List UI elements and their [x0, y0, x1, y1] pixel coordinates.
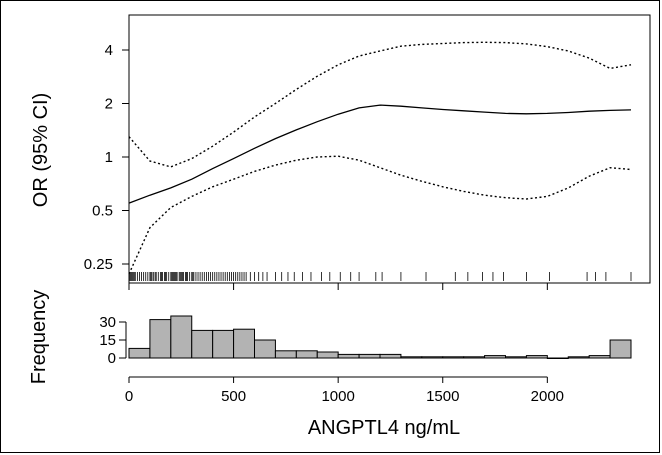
or-spline-panel: 0.25 0.5 1 2 4 OR (95% CI): [30, 14, 651, 284]
histogram-bar: [191, 329, 214, 359]
upper-y-tick-label: 2: [105, 96, 113, 113]
histogram-bar: [546, 357, 569, 359]
x-axis-title: ANGPTL4 ng/mL: [308, 417, 460, 439]
histogram-bar: [588, 355, 611, 359]
upper-ci-line: [128, 41, 632, 168]
histogram-bar: [254, 339, 276, 359]
histogram-bar: [128, 347, 151, 359]
upper-y-tick-label: 1: [105, 149, 113, 166]
x-tick-label: 1500: [426, 388, 459, 405]
histogram-bar: [274, 350, 297, 359]
upper-y-axis-title: OR (95% CI): [30, 93, 52, 207]
histogram-bar: [609, 339, 632, 359]
histogram-bar: [421, 356, 444, 359]
histogram-bar: [442, 356, 465, 359]
rug-ticks: [129, 272, 632, 281]
upper-y-axis: 0.25 0.5 1 2 4: [84, 42, 129, 273]
lower-y-tick-label: 0: [108, 350, 116, 367]
x-tick-label: 1000: [321, 388, 354, 405]
histogram-bar: [233, 328, 255, 359]
upper-y-tick-label: 0.25: [84, 256, 113, 273]
histogram-bar: [567, 356, 590, 359]
histogram-bar: [525, 355, 548, 359]
lower-y-tick-label: 30: [99, 314, 116, 331]
histogram-bar: [149, 319, 172, 359]
histogram-bar: [212, 329, 235, 359]
upper-y-tick-label: 0.5: [92, 203, 113, 220]
histogram-bar: [400, 356, 423, 359]
histogram-bar: [316, 351, 339, 359]
histogram-bar: [484, 355, 507, 359]
x-tick-label: 0: [125, 388, 133, 405]
upper-y-tick-label: 4: [105, 42, 113, 59]
histogram-bar: [170, 315, 193, 359]
x-tick-label: 500: [221, 388, 246, 405]
histogram-bar: [463, 356, 486, 359]
lower-ci-line: [128, 155, 632, 275]
upper-plot-box: [128, 14, 651, 284]
lower-y-tick-label: 15: [99, 332, 116, 349]
x-tick-label: 2000: [531, 388, 564, 405]
or-lines: [128, 41, 632, 275]
histogram-bars: [128, 315, 632, 359]
lower-y-axis-title: Frequency: [28, 290, 50, 385]
histogram-bar: [295, 350, 318, 359]
x-axis: 0 500 1000 1500 2000: [125, 283, 564, 405]
histogram-bar: [505, 356, 527, 359]
histogram-bar: [358, 353, 381, 359]
histogram-bar: [379, 353, 402, 359]
or-estimate-line: [128, 104, 632, 204]
histogram-bar: [337, 353, 360, 359]
